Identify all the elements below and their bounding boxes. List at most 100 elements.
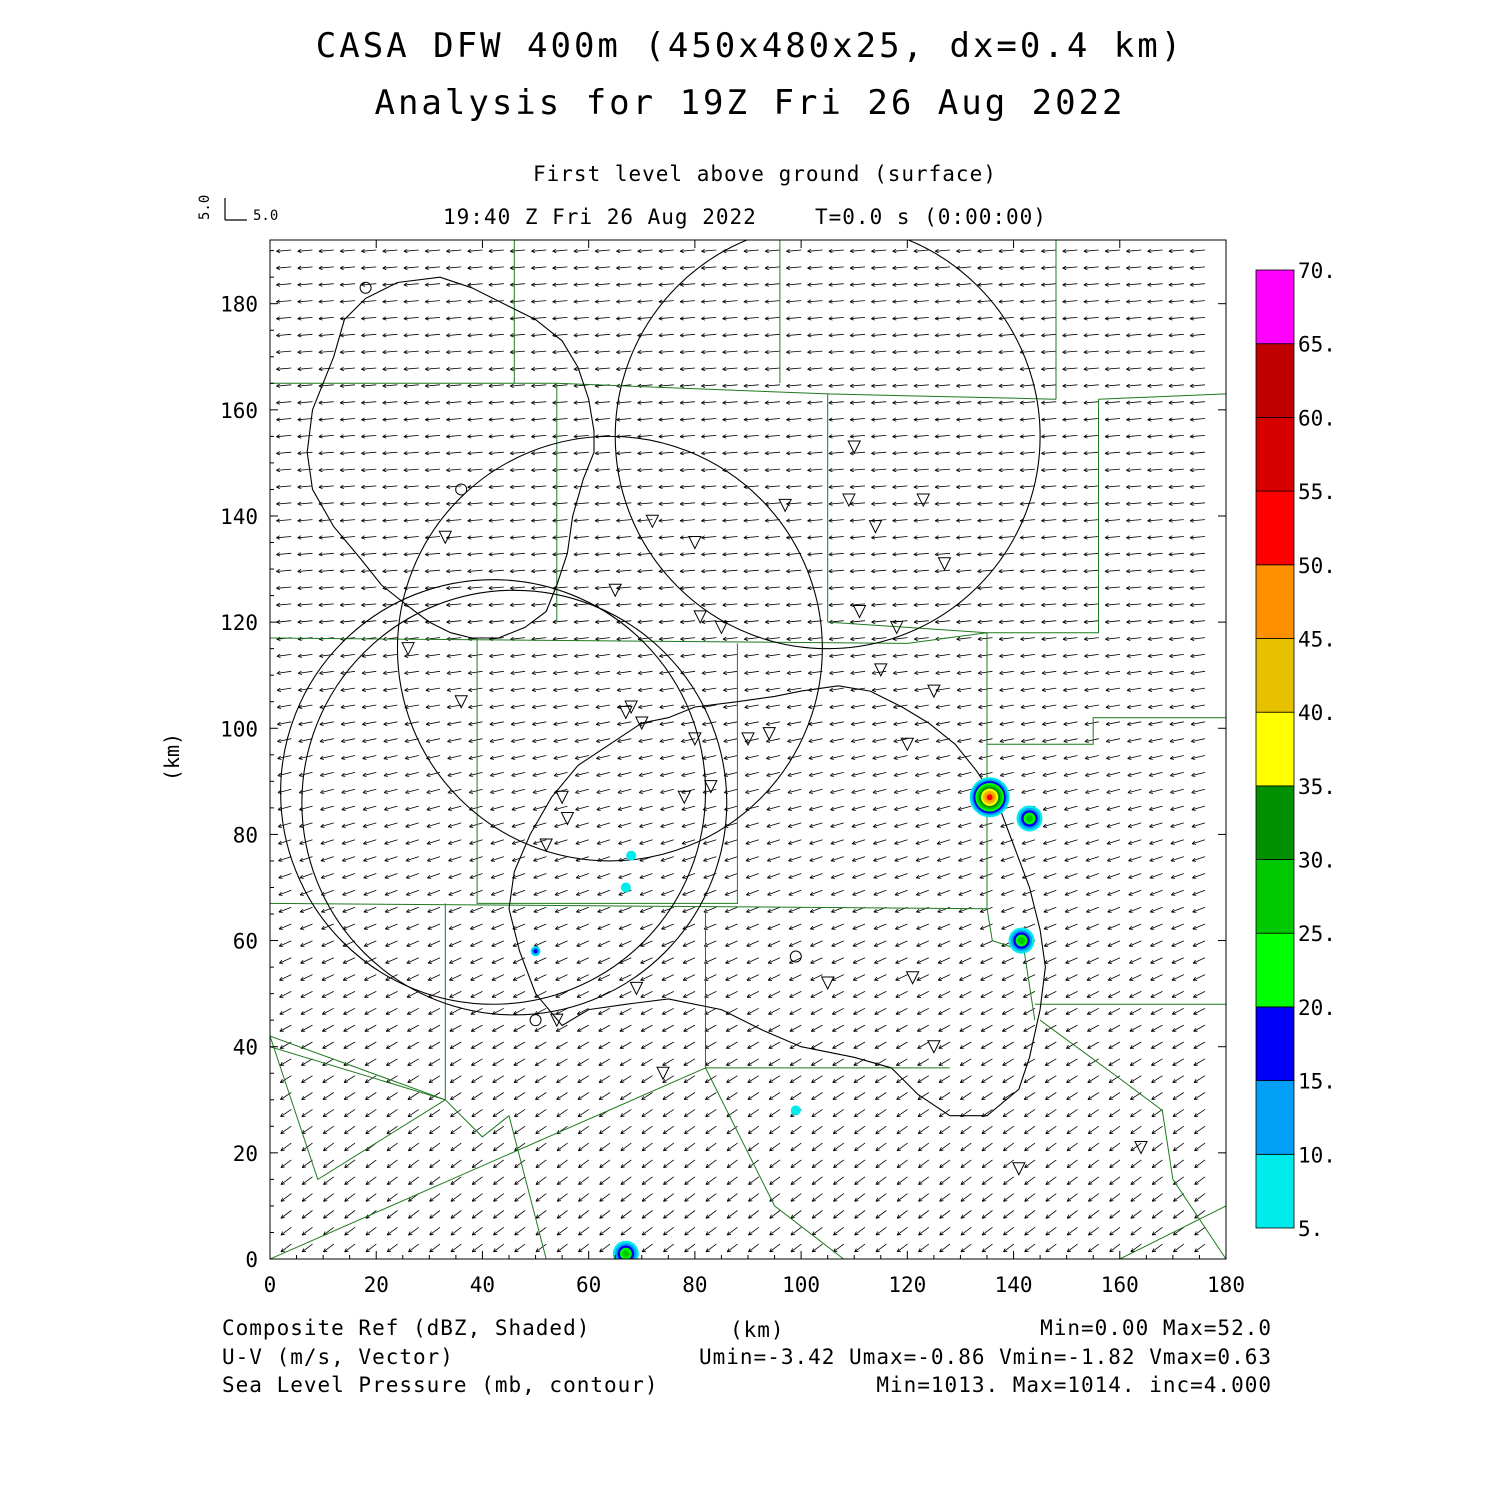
pressure-contour <box>508 685 1046 1117</box>
colorbar-swatch <box>1255 269 1295 345</box>
wind-range: Umin=-3.42 Umax=-0.86 Vmin=-1.82 Vmax=0.… <box>698 1345 1272 1369</box>
pressure-range: Min=1013. Max=1014. inc=4.000 <box>876 1373 1272 1397</box>
legend-pressure: Sea Level Pressure (mb, contour) <box>222 1373 659 1397</box>
station-triangle-marker <box>873 663 888 678</box>
elapsed-time-label: T=0.0 s (0:00:00) <box>815 205 1047 229</box>
station-triangle-marker <box>688 732 702 747</box>
colorbar-swatch <box>1255 343 1295 418</box>
colorbar-label: 20. <box>1298 996 1336 1020</box>
axis-ticks: 0 20 40 60 80 100 120 140 160 180 0 20 40 60 80 100 120 1… <box>220 240 1245 1297</box>
plot-frame <box>269 239 1227 1260</box>
county-line <box>270 1035 446 1181</box>
station-triangle-marker <box>852 605 867 619</box>
y-tick-label: 0 <box>245 1248 258 1272</box>
station-triangle-marker <box>927 1040 941 1054</box>
y-tick-label: 180 <box>220 293 258 317</box>
station-triangle-marker <box>438 530 453 545</box>
y-tick-label: 120 <box>220 611 258 635</box>
station-circle-marker <box>529 1014 542 1027</box>
legend-reflectivity: Composite Ref (dBZ, Shaded) <box>222 1316 591 1340</box>
colorbar-swatch <box>1255 711 1295 787</box>
colorbar-swatch <box>1255 785 1295 860</box>
station-triangle-marker <box>634 716 649 731</box>
reflectivity-shading <box>530 777 1043 1259</box>
reflectivity-level <box>790 1105 801 1116</box>
colorbar-label: 70. <box>1298 259 1336 283</box>
x-tick-label: 60 <box>576 1273 601 1297</box>
level-subtitle: First level above ground (surface) <box>533 162 997 186</box>
reflectivity-cell <box>626 850 637 861</box>
station-triangle-marker <box>624 700 638 715</box>
reflectivity-level <box>620 882 631 893</box>
colorbar-swatch <box>1255 1153 1295 1229</box>
reflectivity-level <box>622 1250 630 1258</box>
radar-range-rings <box>280 240 1041 1016</box>
station-triangle-marker <box>645 514 660 529</box>
colorbar-label: 45. <box>1298 628 1336 652</box>
station-triangle-marker <box>539 838 553 853</box>
colorbar-label: 40. <box>1298 701 1336 725</box>
station-triangle-marker <box>905 971 920 985</box>
colorbar-label: 50. <box>1298 554 1336 578</box>
colorbar-swatch <box>1255 1006 1295 1082</box>
station-triangle-marker <box>714 620 729 635</box>
colorbar-label: 30. <box>1298 849 1336 873</box>
pressure-contours <box>306 276 1046 1117</box>
wind-vectors <box>270 248 1206 1253</box>
station-triangle-marker <box>762 727 777 741</box>
colorbar-swatch <box>1255 1080 1295 1155</box>
county-line <box>827 399 1099 634</box>
reflectivity-range: Min=0.00 Max=52.0 <box>1040 1316 1272 1340</box>
station-triangle-marker <box>656 1066 670 1081</box>
station-triangle-marker <box>549 1013 564 1028</box>
station-triangle-marker <box>401 642 415 656</box>
colorbar-label: 10. <box>1298 1143 1336 1167</box>
pressure-contour <box>306 276 595 639</box>
x-tick-label: 140 <box>995 1273 1033 1297</box>
x-axis-label: (km) <box>730 1318 785 1342</box>
colorbar-label: 25. <box>1298 922 1336 946</box>
reflectivity-cell <box>612 1240 639 1259</box>
county-line <box>270 902 1036 1021</box>
station-triangle-marker <box>555 790 569 805</box>
station-triangle-marker <box>916 493 931 508</box>
county-line <box>987 717 1226 745</box>
x-tick-label: 120 <box>888 1273 926 1297</box>
reflectivity-cell <box>1016 805 1043 832</box>
reflectivity-cell <box>620 882 631 893</box>
reflectivity-level <box>1018 937 1026 945</box>
y-tick-label: 40 <box>233 1036 258 1060</box>
county-line <box>270 908 706 1259</box>
y-tick-label: 140 <box>220 505 258 529</box>
radar-range-ring <box>280 579 707 1005</box>
station-circle-marker <box>789 950 802 963</box>
x-tick-label: 40 <box>470 1273 495 1297</box>
station-triangle-marker <box>889 620 904 635</box>
colorbar-label: 5. <box>1298 1217 1323 1241</box>
station-triangle-marker <box>688 536 702 550</box>
y-tick-label: 160 <box>220 399 258 423</box>
county-line <box>1098 393 1226 400</box>
colorbar-label: 35. <box>1298 775 1336 799</box>
colorbar-swatch <box>1255 564 1295 639</box>
x-tick-label: 100 <box>782 1273 820 1297</box>
x-tick-label: 0 <box>264 1273 277 1297</box>
reflectivity-level <box>986 794 993 801</box>
y-tick-label: 20 <box>233 1142 258 1166</box>
county-line <box>1039 1019 1226 1259</box>
county-line <box>270 1046 547 1259</box>
colorbar-swatch <box>1255 416 1295 492</box>
station-circle-marker <box>455 483 468 496</box>
station-triangle-marker <box>937 557 952 571</box>
station-triangle-marker <box>560 811 575 826</box>
reflectivity-level <box>1025 814 1033 822</box>
station-triangle-marker <box>741 732 755 747</box>
station-triangle-marker <box>847 440 862 455</box>
station-triangle-marker <box>619 705 633 720</box>
valid-time-label: 19:40 Z Fri 26 Aug 2022 <box>443 205 757 229</box>
station-triangle-marker <box>454 695 469 709</box>
colorbar-swatch <box>1255 638 1295 713</box>
station-triangle-marker <box>820 976 835 991</box>
x-tick-label: 180 <box>1207 1273 1245 1297</box>
